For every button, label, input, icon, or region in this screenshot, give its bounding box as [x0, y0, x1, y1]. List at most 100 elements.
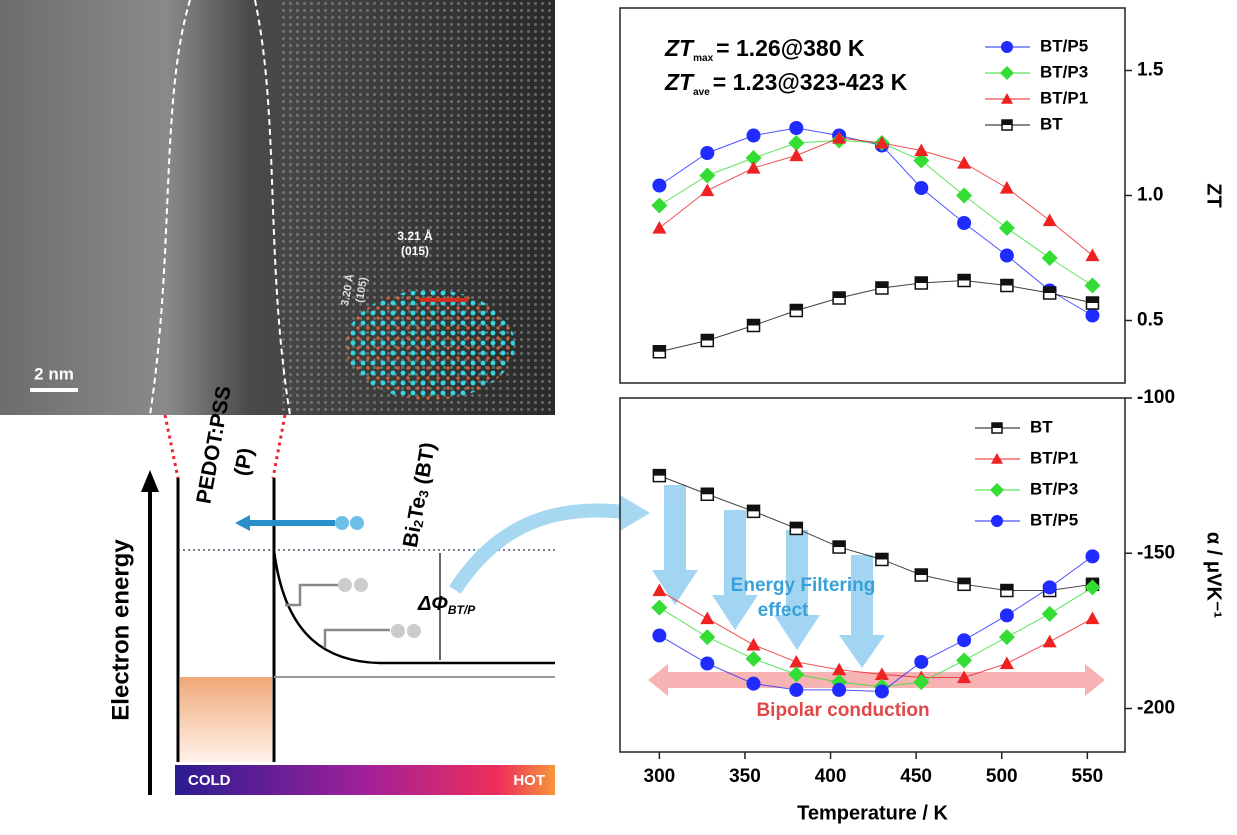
marker	[1042, 250, 1058, 266]
marker	[1043, 214, 1057, 227]
legend-label: BT	[1040, 114, 1063, 133]
series-line	[659, 141, 1092, 286]
material-label: Bi2Te3 (BT)	[399, 441, 441, 550]
filter-arrow	[839, 555, 885, 668]
electron-path	[325, 630, 390, 648]
marker	[957, 633, 971, 647]
marker	[1085, 309, 1099, 323]
marker-fill	[1086, 297, 1098, 303]
annotation-subscript: ave	[693, 87, 710, 98]
marker-fill	[992, 423, 1002, 428]
legend-label: BT/P5	[1030, 510, 1078, 529]
atom-overlay	[345, 290, 515, 400]
marker	[699, 168, 715, 184]
marker	[651, 198, 667, 214]
marker	[699, 629, 715, 645]
marker	[1085, 549, 1099, 563]
electron	[407, 624, 421, 638]
marker	[651, 600, 667, 616]
marker	[747, 129, 761, 143]
marker	[789, 149, 803, 162]
legend-marker	[991, 515, 1003, 527]
y-tick-label: -150	[1137, 542, 1175, 563]
legend-marker	[1001, 41, 1013, 53]
figure: 2 nm 3.21 Å (015) 3.20 Å (105) ΔΦBT/P CO…	[0, 0, 1237, 835]
band-edge	[274, 550, 555, 663]
marker-fill	[1001, 280, 1013, 286]
x-tick-label: 550	[1071, 766, 1103, 787]
electron	[391, 624, 405, 638]
legend-marker	[991, 453, 1003, 464]
marker	[1000, 608, 1014, 622]
marker	[746, 651, 762, 667]
electron-path	[285, 585, 338, 605]
scale-label: 2 nm	[34, 364, 74, 383]
marker	[747, 161, 761, 174]
connector	[165, 415, 178, 478]
marker	[1043, 580, 1057, 594]
marker-fill	[701, 488, 713, 494]
marker	[957, 216, 971, 230]
annotation: ZTave= 1.23@323-423 K	[664, 69, 908, 98]
marker	[914, 181, 928, 195]
plane-label: (015)	[401, 244, 429, 258]
energy-axis-label: Electron energy	[107, 539, 134, 721]
marker-fill	[958, 578, 970, 584]
marker	[652, 179, 666, 193]
filter-arrow	[712, 510, 758, 630]
marker-fill	[701, 335, 713, 341]
x-tick-label: 350	[729, 766, 761, 787]
electron	[350, 516, 364, 530]
barrier-label: ΔΦBT/P	[417, 593, 476, 617]
spacing-label: 3.21 Å	[397, 228, 433, 243]
marker	[957, 156, 971, 169]
marker-fill	[833, 541, 845, 547]
annotation: Energy Filtering	[731, 575, 876, 596]
marker	[700, 611, 714, 624]
material-part: (BT)	[409, 441, 440, 492]
marker-fill	[748, 320, 760, 326]
x-tick-label: 300	[644, 766, 676, 787]
x-tick-label: 500	[986, 766, 1018, 787]
marker	[1084, 278, 1100, 294]
energy-axis-head	[141, 470, 159, 492]
x-tick-label: 400	[815, 766, 847, 787]
marker	[789, 683, 803, 697]
marker	[956, 652, 972, 668]
legend-label: BT	[1030, 417, 1053, 436]
y-tick-label: 1.0	[1137, 185, 1163, 206]
marker	[1000, 249, 1014, 263]
legend-label: BT/P5	[1040, 36, 1088, 55]
annotation-symbol: ZT	[664, 69, 695, 95]
legend-label: BT/P3	[1040, 62, 1088, 81]
marker	[1042, 606, 1058, 622]
barrier-subscript: BT/P	[448, 603, 476, 617]
x-tick-label: 450	[900, 766, 932, 787]
y-tick-label: 1.5	[1137, 60, 1164, 81]
marker	[999, 629, 1015, 645]
legend-label: BT/P1	[1030, 448, 1078, 467]
hot-label: HOT	[513, 772, 545, 789]
marker	[700, 146, 714, 160]
temperature-bar	[175, 765, 555, 795]
marker-fill	[1044, 287, 1056, 293]
marker	[700, 184, 714, 197]
marker-fill	[653, 346, 665, 352]
electron	[338, 578, 352, 592]
filled-states	[180, 677, 272, 762]
connector	[273, 415, 285, 478]
y-axis-label: α / μVK⁻¹	[1203, 532, 1225, 619]
marker	[1085, 611, 1099, 624]
annotation-text: = 1.26@380 K	[716, 35, 865, 61]
cold-label: COLD	[188, 772, 231, 789]
electron-arrow-head	[235, 515, 250, 531]
marker-fill	[876, 282, 888, 288]
legend-marker	[990, 483, 1004, 497]
link-arrow-head	[620, 495, 650, 531]
marker	[999, 220, 1015, 236]
y-tick-label: 0.5	[1137, 310, 1164, 331]
annotation: effect	[758, 600, 809, 621]
annotation-symbol: ZT	[664, 35, 695, 61]
legend-label: BT/P1	[1040, 88, 1088, 107]
material-label: (P)	[230, 446, 258, 478]
